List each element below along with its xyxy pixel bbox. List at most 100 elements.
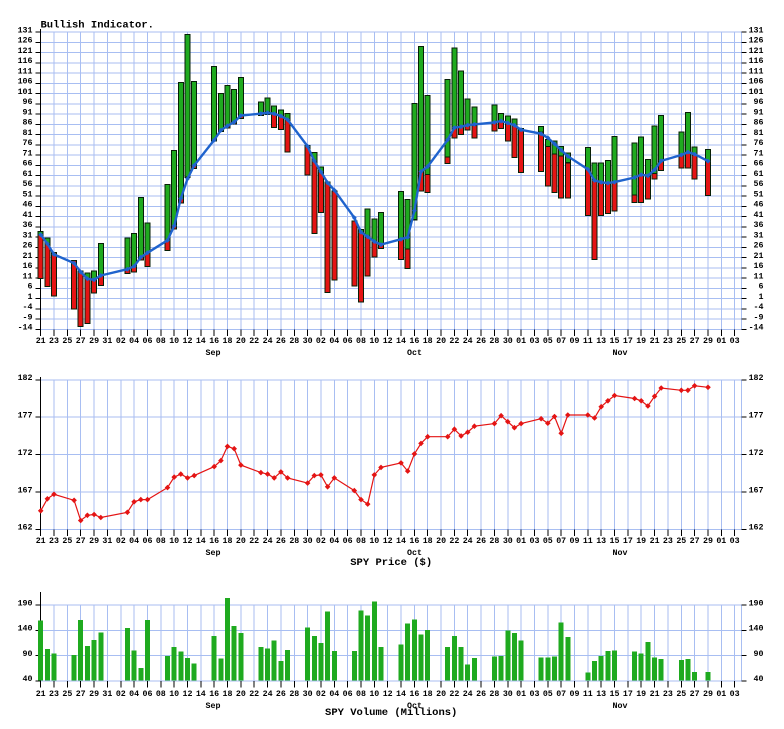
- svg-text:01: 01: [716, 690, 726, 699]
- svg-text:SPY Volume (Millions): SPY Volume (Millions): [325, 707, 457, 719]
- svg-text:41: 41: [23, 211, 33, 220]
- svg-text:24: 24: [263, 337, 273, 346]
- svg-text:28: 28: [289, 537, 299, 546]
- svg-text:126: 126: [18, 37, 33, 46]
- svg-text:111: 111: [749, 67, 764, 76]
- svg-text:23: 23: [663, 690, 673, 699]
- svg-text:76: 76: [754, 139, 764, 148]
- svg-text:SPY Price ($): SPY Price ($): [350, 557, 432, 569]
- svg-text:16: 16: [209, 690, 219, 699]
- svg-text:06: 06: [343, 690, 353, 699]
- svg-text:190: 190: [749, 599, 764, 608]
- svg-text:-9: -9: [754, 313, 764, 322]
- svg-text:30: 30: [303, 690, 313, 699]
- svg-text:30: 30: [303, 537, 313, 546]
- svg-text:56: 56: [754, 180, 764, 189]
- svg-text:167: 167: [749, 486, 764, 495]
- svg-text:04: 04: [129, 537, 139, 546]
- svg-text:13: 13: [596, 337, 606, 346]
- svg-text:10: 10: [369, 337, 379, 346]
- svg-text:23: 23: [663, 337, 673, 346]
- svg-text:23: 23: [49, 690, 59, 699]
- svg-text:41: 41: [754, 211, 764, 220]
- svg-text:02: 02: [116, 537, 126, 546]
- svg-text:14: 14: [196, 537, 206, 546]
- svg-text:22: 22: [449, 337, 459, 346]
- svg-text:03: 03: [530, 690, 540, 699]
- svg-text:167: 167: [18, 486, 33, 495]
- svg-text:20: 20: [236, 537, 246, 546]
- svg-text:25: 25: [676, 690, 686, 699]
- svg-text:10: 10: [369, 537, 379, 546]
- svg-text:36: 36: [754, 221, 764, 230]
- svg-text:04: 04: [329, 690, 339, 699]
- svg-text:26: 26: [276, 537, 286, 546]
- svg-text:07: 07: [556, 690, 566, 699]
- svg-text:51: 51: [23, 190, 33, 199]
- svg-text:15: 15: [610, 690, 620, 699]
- svg-text:101: 101: [749, 88, 764, 97]
- svg-text:12: 12: [183, 537, 193, 546]
- svg-text:27: 27: [690, 337, 700, 346]
- svg-text:24: 24: [463, 337, 473, 346]
- svg-text:08: 08: [356, 337, 366, 346]
- svg-text:26: 26: [754, 242, 764, 251]
- svg-text:14: 14: [396, 537, 406, 546]
- svg-text:27: 27: [690, 537, 700, 546]
- svg-text:06: 06: [143, 537, 153, 546]
- svg-text:18: 18: [423, 537, 433, 546]
- svg-text:23: 23: [49, 337, 59, 346]
- svg-text:28: 28: [489, 690, 499, 699]
- svg-text:06: 06: [343, 337, 353, 346]
- svg-text:04: 04: [129, 337, 139, 346]
- svg-text:24: 24: [463, 690, 473, 699]
- svg-text:04: 04: [329, 537, 339, 546]
- svg-text:17: 17: [623, 690, 633, 699]
- svg-text:121: 121: [749, 47, 764, 56]
- svg-text:190: 190: [18, 599, 33, 608]
- svg-text:12: 12: [183, 690, 193, 699]
- svg-text:01: 01: [516, 337, 526, 346]
- svg-text:07: 07: [556, 537, 566, 546]
- svg-text:28: 28: [489, 537, 499, 546]
- svg-text:26: 26: [476, 337, 486, 346]
- svg-text:28: 28: [289, 690, 299, 699]
- svg-text:66: 66: [754, 160, 764, 169]
- svg-text:172: 172: [18, 449, 33, 458]
- svg-text:24: 24: [263, 537, 273, 546]
- svg-text:Nov: Nov: [613, 549, 628, 558]
- svg-text:21: 21: [36, 337, 46, 346]
- svg-text:71: 71: [23, 149, 33, 158]
- svg-text:21: 21: [36, 537, 46, 546]
- svg-text:28: 28: [289, 337, 299, 346]
- svg-text:14: 14: [196, 690, 206, 699]
- svg-text:18: 18: [423, 690, 433, 699]
- svg-text:04: 04: [129, 690, 139, 699]
- svg-text:1: 1: [759, 293, 764, 302]
- svg-text:08: 08: [156, 690, 166, 699]
- svg-text:12: 12: [383, 690, 393, 699]
- svg-text:-14: -14: [749, 324, 764, 333]
- svg-text:40: 40: [23, 675, 33, 684]
- svg-text:31: 31: [23, 231, 33, 240]
- svg-text:21: 21: [754, 252, 764, 261]
- svg-text:81: 81: [754, 129, 764, 138]
- svg-text:81: 81: [23, 129, 33, 138]
- svg-text:27: 27: [76, 537, 86, 546]
- svg-text:40: 40: [754, 675, 764, 684]
- svg-text:15: 15: [610, 337, 620, 346]
- svg-text:19: 19: [636, 537, 646, 546]
- svg-text:22: 22: [449, 537, 459, 546]
- svg-text:Bullish Indicator.: Bullish Indicator.: [41, 20, 154, 32]
- svg-text:26: 26: [476, 690, 486, 699]
- svg-text:06: 06: [143, 690, 153, 699]
- svg-text:177: 177: [749, 411, 764, 420]
- svg-text:08: 08: [356, 537, 366, 546]
- svg-text:14: 14: [396, 337, 406, 346]
- svg-text:10: 10: [369, 690, 379, 699]
- svg-text:31: 31: [102, 337, 112, 346]
- svg-text:16: 16: [23, 262, 33, 271]
- svg-text:03: 03: [730, 690, 740, 699]
- svg-text:18: 18: [223, 337, 233, 346]
- svg-text:28: 28: [489, 337, 499, 346]
